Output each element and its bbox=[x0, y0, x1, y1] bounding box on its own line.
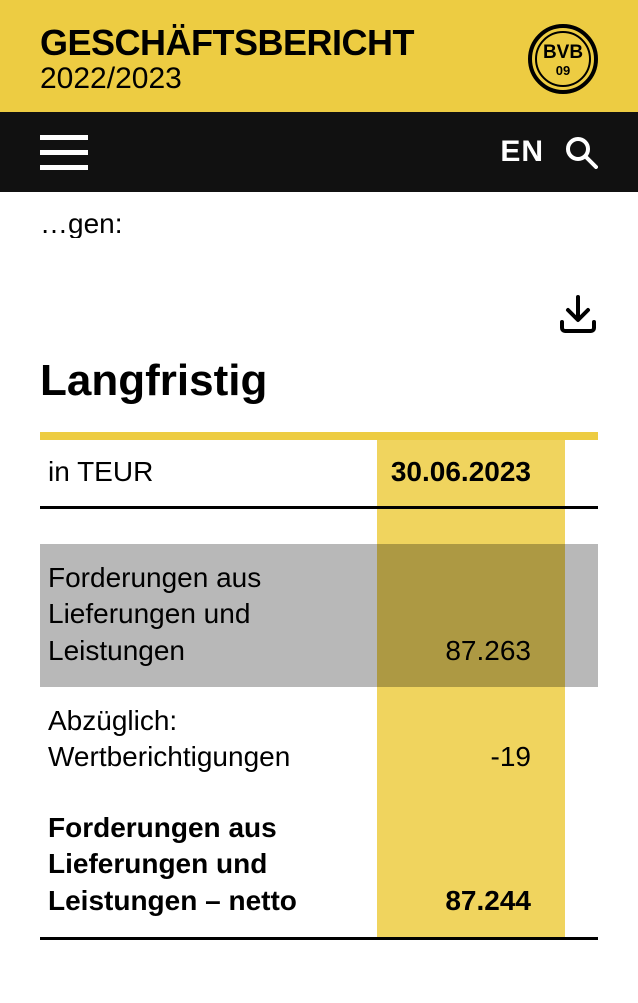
section-title: Langfristig bbox=[40, 356, 598, 406]
row-value-2023: 87.263 bbox=[360, 544, 565, 687]
nav-right: EN bbox=[500, 135, 598, 169]
table-wrap: in TEUR 30.06.2023 30 Forderungen aus Li… bbox=[40, 432, 598, 940]
table-top-accent bbox=[40, 432, 598, 440]
download-row bbox=[40, 294, 598, 334]
report-title: GESCHÄFTSBERICHT bbox=[40, 22, 414, 64]
col-2022-header: 30 bbox=[565, 432, 598, 508]
row-label: Forderungen aus Lieferungen und Leistung… bbox=[40, 544, 360, 687]
language-switch[interactable]: EN bbox=[500, 135, 544, 169]
table-row: Abzüglich: Wertberichtigungen -19 bbox=[40, 687, 598, 794]
unit-header: in TEUR bbox=[40, 432, 360, 508]
table-header-row: in TEUR 30.06.2023 30 bbox=[40, 432, 598, 508]
row-value-2022 bbox=[565, 544, 598, 687]
row-label: Forderungen aus Lieferungen und Leistung… bbox=[40, 794, 360, 939]
logo-text-bottom: 09 bbox=[556, 63, 570, 78]
col-2023-header: 30.06.2023 bbox=[360, 432, 565, 508]
row-value-2022 bbox=[565, 687, 598, 794]
row-value-2022 bbox=[565, 794, 598, 939]
fragment-text: …gen: bbox=[40, 210, 123, 238]
nav-bar: EN bbox=[0, 112, 638, 192]
download-icon[interactable] bbox=[558, 294, 598, 334]
table-row: Forderungen aus Lieferungen und Leistung… bbox=[40, 794, 598, 939]
row-value-2023: 87.244 bbox=[360, 794, 565, 939]
header: GESCHÄFTSBERICHT 2022/2023 BVB 09 bbox=[0, 0, 638, 112]
previous-text-fragment: …gen: bbox=[40, 192, 598, 238]
menu-icon[interactable] bbox=[40, 135, 88, 170]
row-value-2023: -19 bbox=[360, 687, 565, 794]
table-row: Forderungen aus Lieferungen und Leistung… bbox=[40, 544, 598, 687]
spacer-row bbox=[40, 508, 598, 544]
report-year: 2022/2023 bbox=[40, 62, 414, 96]
search-icon[interactable] bbox=[564, 135, 598, 169]
content-area: …gen: Langfristig in TEUR 30.06.2023 30 bbox=[0, 192, 638, 980]
financial-table: in TEUR 30.06.2023 30 Forderungen aus Li… bbox=[40, 432, 598, 940]
bvb-logo: BVB 09 bbox=[528, 24, 598, 94]
logo-text-top: BVB bbox=[543, 42, 583, 63]
row-label: Abzüglich: Wertberichtigungen bbox=[40, 687, 360, 794]
header-titles: GESCHÄFTSBERICHT 2022/2023 bbox=[40, 22, 414, 96]
